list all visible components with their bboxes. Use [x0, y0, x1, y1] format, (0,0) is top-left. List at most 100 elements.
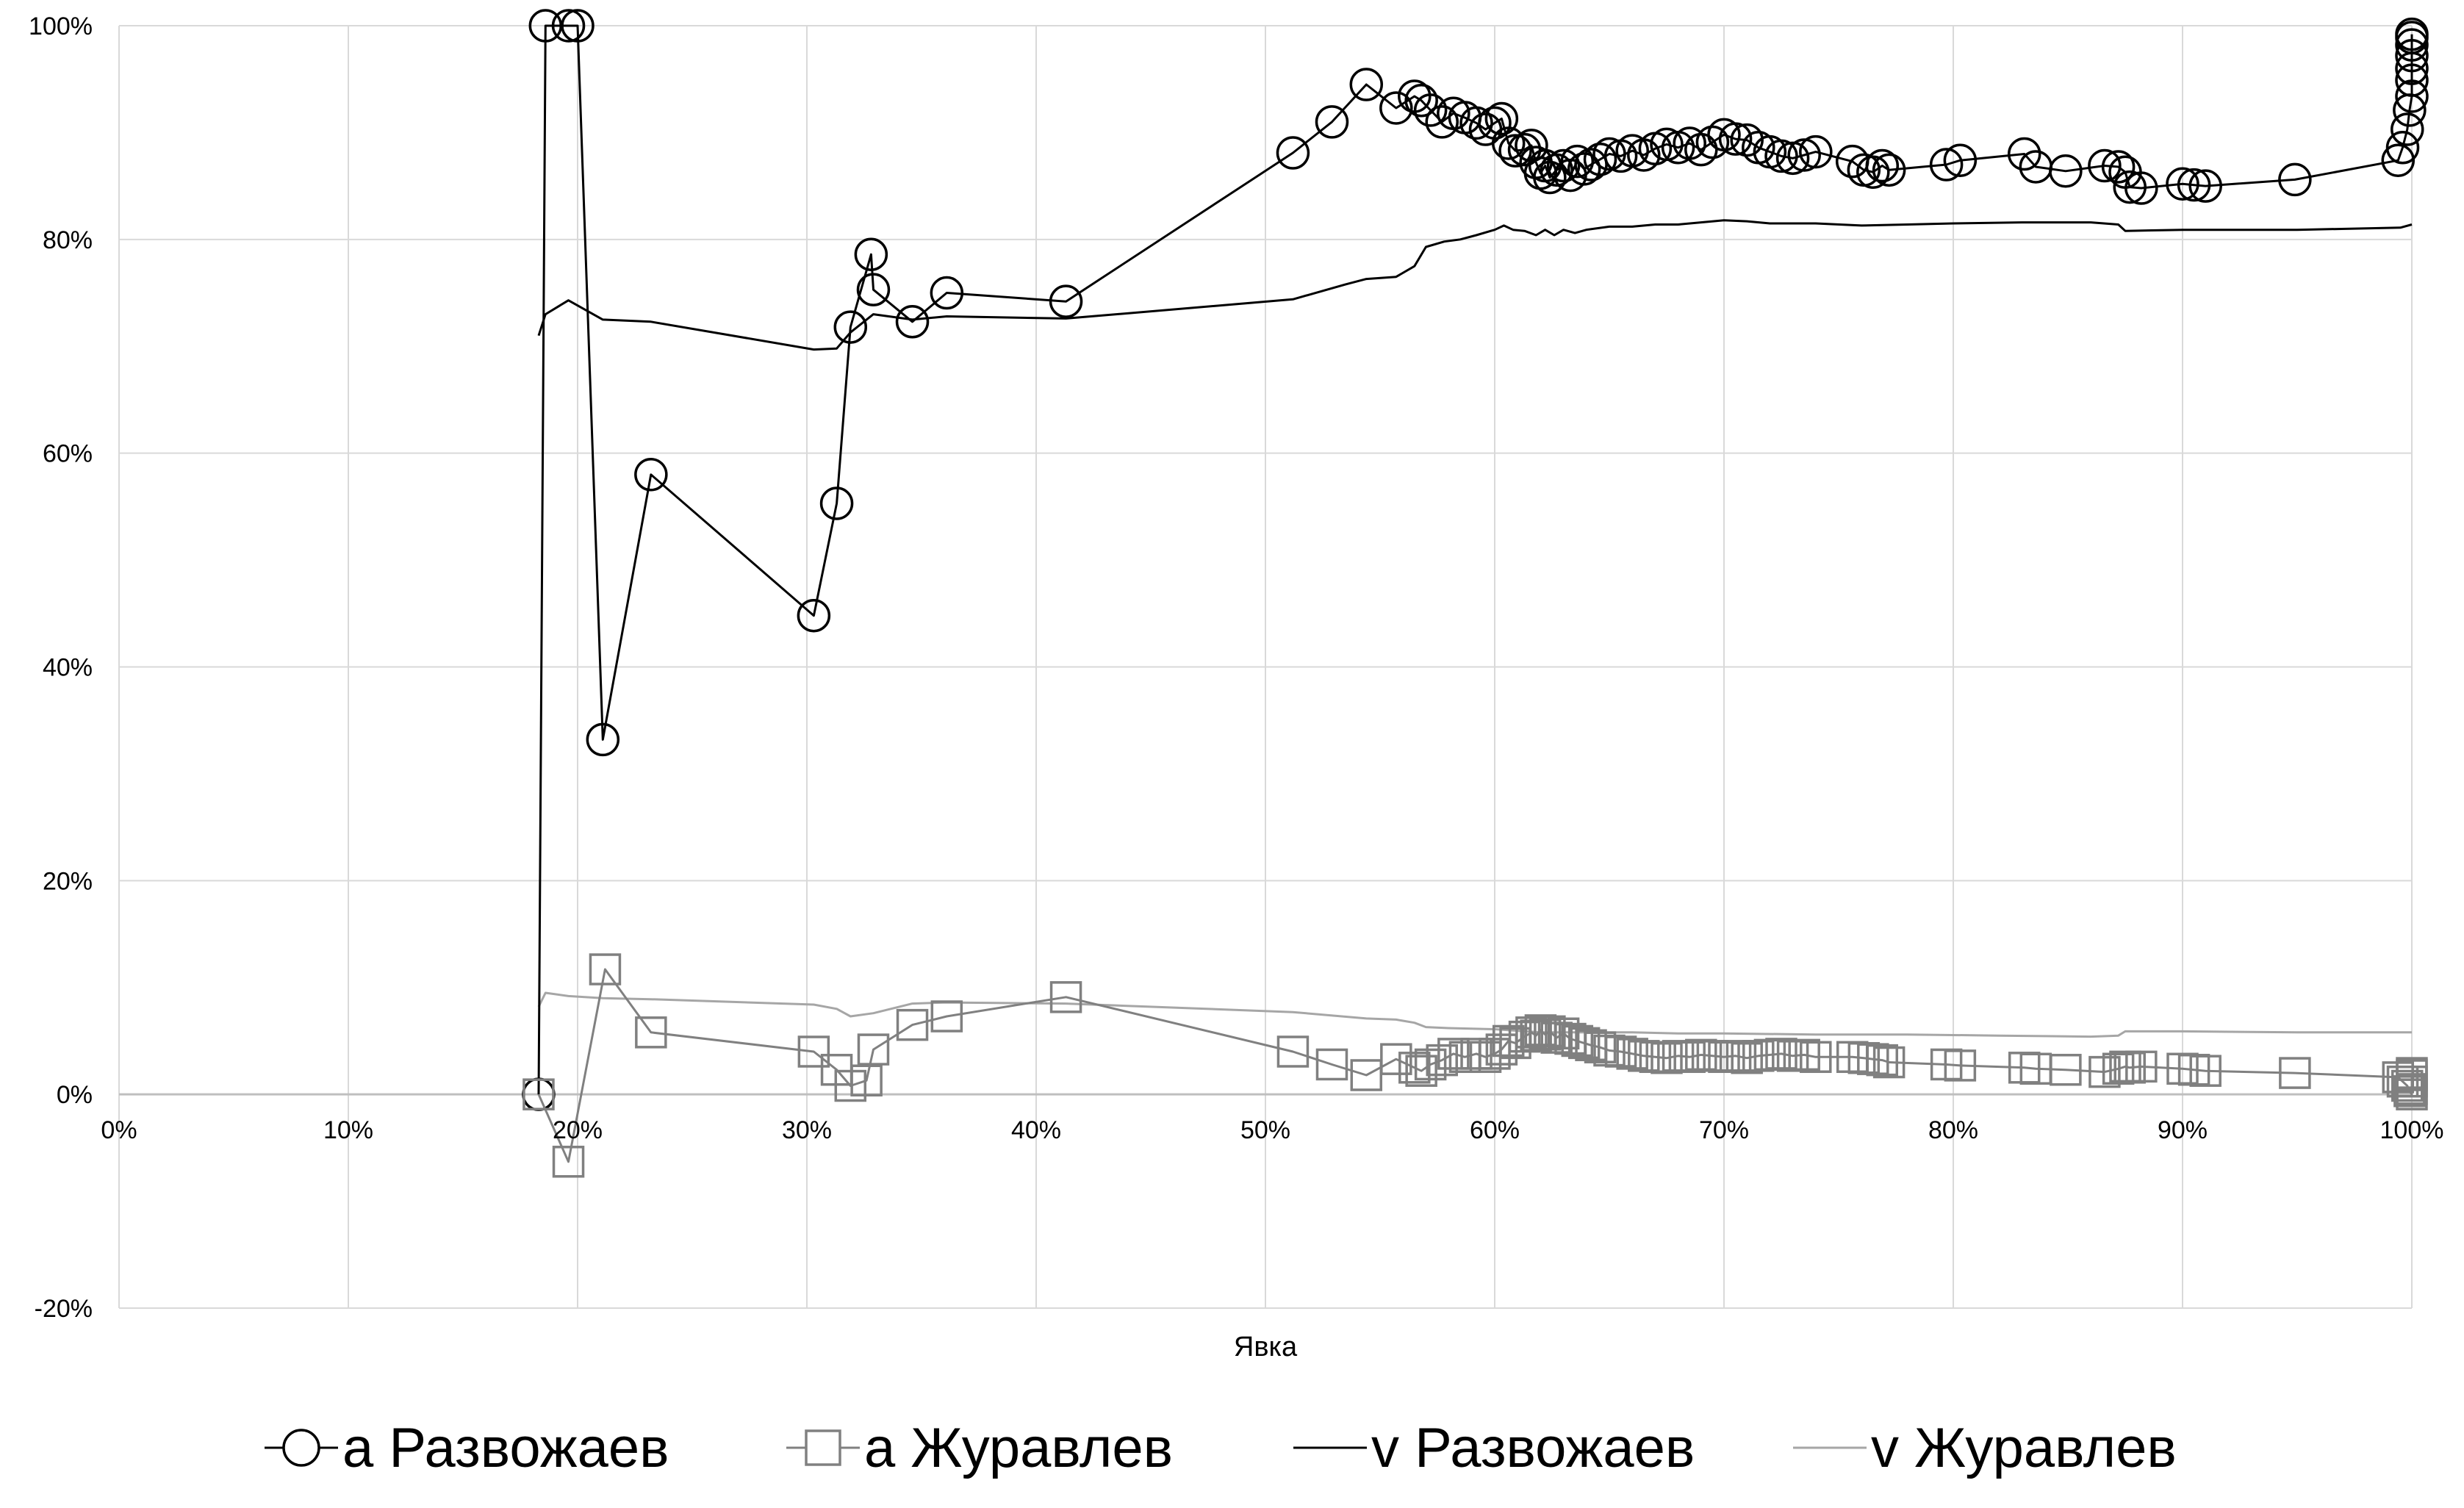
x-tick-label: 70% — [1699, 1116, 1749, 1144]
x-tick-label: 50% — [1240, 1116, 1290, 1144]
data-point-square — [1460, 1038, 1493, 1070]
data-point-circle — [2007, 137, 2041, 171]
data-point-circle — [1695, 125, 1730, 159]
data-point-circle — [1574, 148, 1608, 182]
data-point-square — [1673, 1041, 1706, 1074]
y-tick-label: 60% — [43, 440, 93, 468]
legend-marker-square — [805, 1429, 841, 1466]
data-point-circle — [1872, 153, 1906, 187]
data-point-circle — [1459, 106, 1493, 140]
data-point-square — [1414, 1048, 1447, 1081]
data-point-square — [2393, 1075, 2426, 1107]
series-line-v-Развожаев — [537, 219, 2413, 351]
data-point-circle — [1546, 148, 1581, 183]
data-point-circle — [586, 722, 620, 757]
y-tick-label: 40% — [43, 654, 93, 682]
x-tick-label: 90% — [2158, 1116, 2208, 1144]
series-markers-а-Журавлев — [522, 953, 2428, 1178]
data-point-square — [2050, 1053, 2082, 1086]
data-point-circle — [1404, 84, 1438, 118]
data-point-square — [2125, 1050, 2158, 1083]
data-point-square — [896, 1008, 929, 1041]
data-point-circle — [1943, 143, 1978, 177]
data-point-circle — [1865, 148, 1900, 183]
data-point-square — [2189, 1055, 2221, 1087]
data-point-square — [1529, 1018, 1562, 1051]
y-tick-label: 100% — [29, 12, 93, 40]
data-point-square — [1049, 981, 1082, 1013]
data-point-circle — [2395, 79, 2429, 113]
data-point-circle — [2395, 28, 2429, 62]
data-point-square — [1350, 1059, 1383, 1091]
tick-labels: 0% 10% 20% 30% 40% 50% 60% 70% 80% 90% 100% -20% 0% 2… — [29, 12, 2443, 1323]
data-point-square — [857, 1033, 890, 1066]
data-point-circle — [1498, 134, 1532, 168]
data-point-circle — [1425, 105, 1459, 139]
data-point-circle — [930, 276, 964, 310]
data-point-circle — [1540, 153, 1573, 187]
legend-entry: v Развожаев — [1293, 1417, 1695, 1479]
x-tick-label: 10% — [323, 1116, 373, 1144]
data-point-circle — [1567, 152, 1601, 186]
y-tick-label: -20% — [35, 1295, 93, 1323]
data-point-square — [1616, 1038, 1648, 1070]
data-point-square — [834, 1069, 867, 1102]
data-point-circle — [2278, 162, 2312, 197]
data-point-circle — [2395, 17, 2429, 51]
data-point-circle — [1592, 137, 1626, 171]
data-point-circle — [1491, 126, 1526, 160]
data-point-square — [1731, 1041, 1763, 1074]
data-point-square — [1944, 1049, 1977, 1082]
data-point-circle — [2101, 150, 2136, 184]
data-point-circle — [1718, 122, 1753, 156]
data-point-circle — [819, 486, 854, 520]
series-line-а-Развожаев — [537, 24, 2413, 1095]
data-point-circle — [1413, 93, 1448, 127]
data-point-circle — [797, 598, 831, 633]
data-point-circle — [895, 305, 930, 339]
data-point-circle — [561, 9, 595, 43]
data-point-square — [2396, 1057, 2428, 1089]
data-point-square — [930, 1000, 963, 1033]
series-layer — [522, 9, 2429, 1178]
data-point-square — [1651, 1041, 1683, 1074]
data-point-square — [1315, 1048, 1348, 1081]
data-point-circle — [2177, 168, 2211, 202]
data-point-square — [1872, 1046, 1906, 1079]
data-point-square — [1719, 1040, 1752, 1072]
data-point-square — [1788, 1038, 1820, 1071]
data-point-circle — [2395, 38, 2429, 73]
legend-entry: а Развожаев — [265, 1417, 669, 1479]
data-point-circle — [1929, 148, 1964, 182]
data-point-square — [1866, 1044, 1899, 1077]
legend: а Развожаев а Журавлев v Развожаев v Журавл… — [265, 1417, 2177, 1479]
data-point-square — [635, 1016, 667, 1049]
data-point-circle — [2395, 63, 2429, 97]
data-point-circle — [1484, 101, 1519, 136]
x-tick-label: 100% — [2380, 1116, 2444, 1144]
data-point-circle — [2188, 169, 2222, 203]
x-tick-label: 0% — [101, 1116, 137, 1144]
y-tick-label: 80% — [43, 226, 93, 254]
data-point-circle — [1276, 136, 1310, 170]
data-point-circle — [2049, 154, 2083, 188]
data-point-circle — [1049, 284, 1083, 318]
data-point-square — [1276, 1035, 1310, 1068]
data-point-circle — [2391, 112, 2424, 146]
legend-marker-circle — [282, 1429, 320, 1467]
x-axis-title: Явка — [1234, 1332, 1298, 1362]
legend-label: v Развожаев — [1371, 1417, 1695, 1479]
data-point-square — [1426, 1044, 1458, 1077]
data-point-circle — [2381, 143, 2415, 177]
data-point-square — [1584, 1031, 1617, 1063]
legend-label: а Развожаев — [342, 1417, 669, 1479]
data-point-square — [1398, 1052, 1431, 1084]
data-point-square — [1380, 1043, 1412, 1075]
data-point-circle — [1764, 139, 1798, 173]
data-point-square — [850, 1064, 883, 1097]
data-point-square — [1765, 1038, 1797, 1070]
data-point-square — [2279, 1057, 2311, 1089]
legend-label: v Журавлев — [1871, 1417, 2177, 1479]
